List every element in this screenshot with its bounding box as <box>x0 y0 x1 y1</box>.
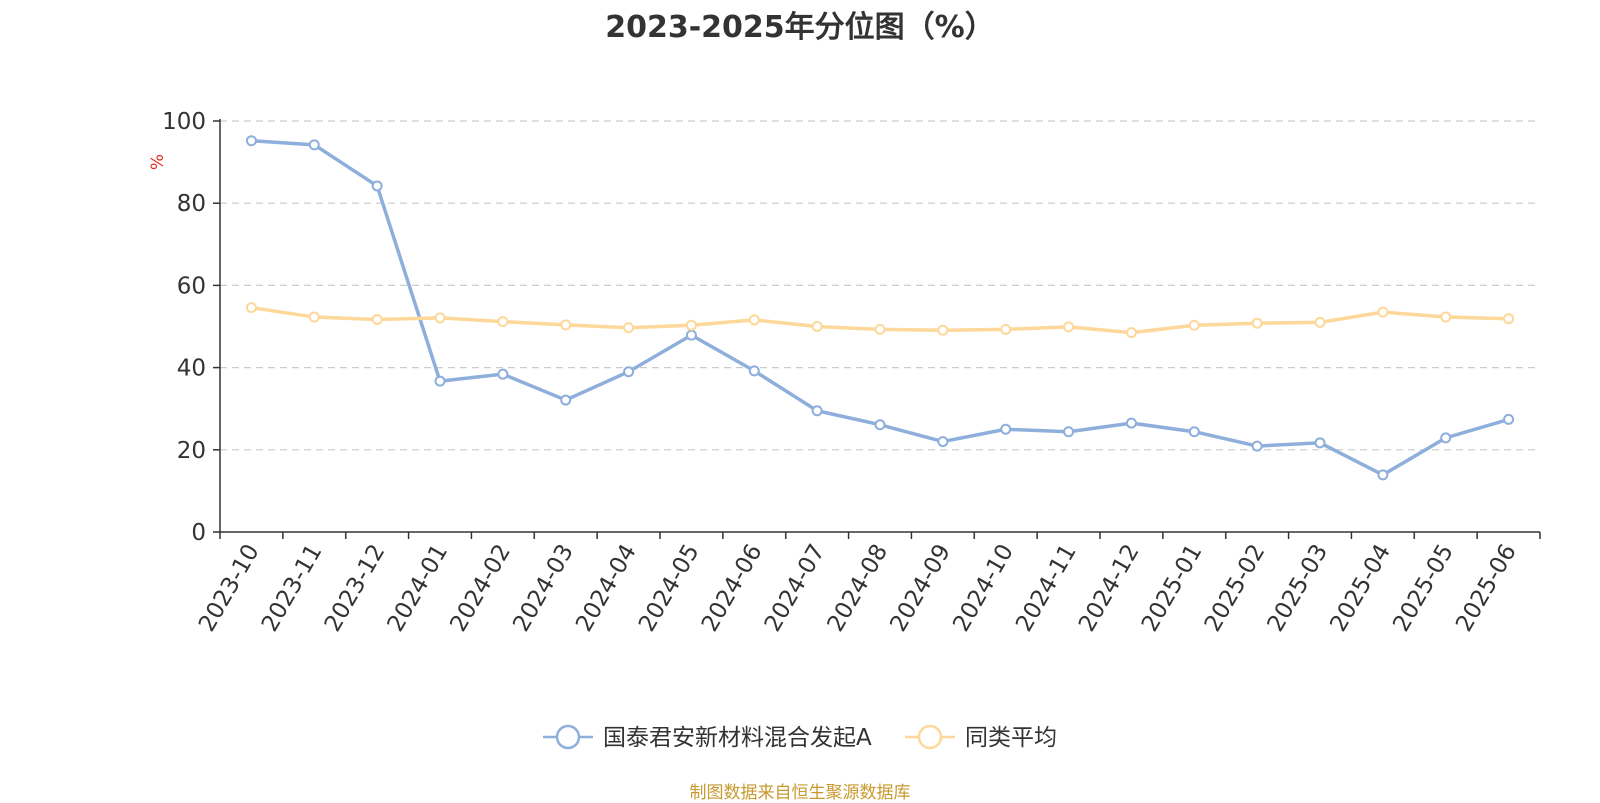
data-point <box>308 139 320 151</box>
data-point <box>245 135 257 147</box>
data-point <box>245 302 257 314</box>
legend-marker-0 <box>555 724 581 750</box>
x-tick-label: 2025-06 <box>1451 540 1522 636</box>
x-tick-label: 2025-04 <box>1325 540 1396 636</box>
data-point <box>1251 440 1263 452</box>
data-point <box>1000 423 1012 435</box>
x-tick-label: 2025-02 <box>1200 540 1271 636</box>
data-point <box>874 419 886 431</box>
data-point <box>874 323 886 335</box>
source-note: 制图数据来自恒生聚源数据库 <box>689 783 911 803</box>
data-point <box>748 365 760 377</box>
x-tick-label: 2024-07 <box>760 540 831 636</box>
data-point <box>1000 323 1012 335</box>
x-tick-label: 2025-03 <box>1263 540 1334 636</box>
x-tick-label: 2024-06 <box>697 540 768 636</box>
data-point <box>1125 417 1137 429</box>
data-point <box>811 321 823 332</box>
x-tick-label: 2024-09 <box>885 540 956 636</box>
x-tick-label: 2024-02 <box>445 540 516 636</box>
data-point <box>560 319 572 331</box>
x-tick-label: 2023-12 <box>320 540 391 636</box>
data-point <box>1251 317 1263 329</box>
chart-title: 2023-2025年分位图（%） <box>605 10 995 45</box>
data-point <box>308 311 320 323</box>
y-tick-label: 0 <box>191 520 206 546</box>
axes: 020406080100%2023-102023-112023-122024-0… <box>148 109 1541 636</box>
legend-label-1: 同类平均 <box>965 725 1057 751</box>
x-tick-label: 2024-11 <box>1011 540 1082 636</box>
data-point <box>1440 311 1452 323</box>
x-tick-label: 2024-04 <box>571 540 642 636</box>
data-point <box>1314 437 1326 449</box>
x-tick-label: 2024-08 <box>823 540 894 636</box>
data-point <box>1188 319 1200 331</box>
series-lines <box>245 135 1515 481</box>
legend[interactable]: 国泰君安新材料混合发起A 同类平均 <box>543 724 1057 751</box>
data-point <box>1377 469 1389 481</box>
data-point <box>560 394 572 406</box>
data-point <box>811 405 823 417</box>
data-point <box>937 324 949 336</box>
y-axis-label: % <box>148 154 168 170</box>
data-point <box>497 316 509 328</box>
y-tick-label: 100 <box>162 109 206 135</box>
data-point <box>371 180 383 192</box>
data-point <box>497 368 509 380</box>
data-point <box>685 319 697 331</box>
x-tick-label: 2024-12 <box>1074 540 1145 636</box>
x-tick-label: 2025-01 <box>1137 540 1208 636</box>
data-point <box>1503 413 1515 425</box>
data-point <box>748 314 760 326</box>
data-point <box>1063 321 1075 333</box>
data-point <box>937 436 949 448</box>
legend-label-0: 国泰君安新材料混合发起A <box>603 725 872 751</box>
x-tick-label: 2024-01 <box>383 540 454 636</box>
data-point <box>1314 316 1326 328</box>
data-point <box>1125 327 1137 339</box>
data-point <box>434 312 446 324</box>
data-point <box>1503 313 1515 325</box>
data-point <box>1440 432 1452 444</box>
legend-marker-1 <box>917 724 943 750</box>
y-tick-label: 80 <box>177 191 206 217</box>
x-tick-label: 2025-05 <box>1388 540 1459 636</box>
data-point <box>434 375 446 387</box>
x-tick-label: 2024-10 <box>948 540 1019 636</box>
data-point <box>371 314 383 326</box>
grid-lines <box>220 120 1540 451</box>
data-point <box>1063 426 1075 438</box>
data-point <box>685 329 697 341</box>
y-tick-label: 60 <box>177 273 206 299</box>
x-tick-label: 2023-11 <box>257 540 328 636</box>
x-tick-label: 2024-03 <box>508 540 579 636</box>
data-point <box>1377 306 1389 318</box>
data-point <box>623 322 635 334</box>
y-tick-label: 40 <box>177 356 206 382</box>
data-point <box>1188 426 1200 438</box>
x-tick-label: 2023-10 <box>194 540 265 636</box>
y-tick-label: 20 <box>177 438 206 464</box>
x-tick-label: 2024-05 <box>634 540 705 636</box>
data-point <box>623 366 635 378</box>
